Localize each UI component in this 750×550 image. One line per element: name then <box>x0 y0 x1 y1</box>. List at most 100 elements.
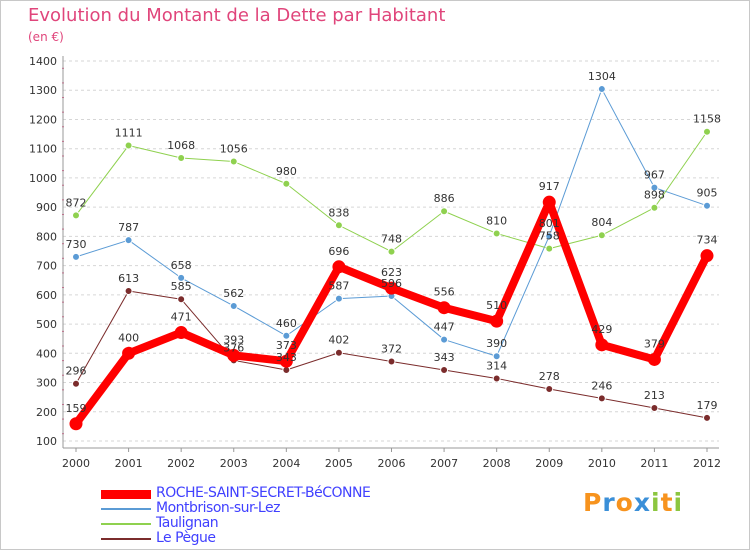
data-label: 585 <box>171 280 192 293</box>
data-point <box>122 346 136 360</box>
data-point <box>440 365 449 374</box>
y-tick-label: 1000 <box>29 172 57 185</box>
data-point <box>650 203 659 212</box>
chart-title: Evolution du Montant de la Dette par Hab… <box>28 5 446 26</box>
x-tick-label: 2002 <box>167 457 195 470</box>
x-tick-label: 2012 <box>693 457 721 470</box>
data-point <box>177 295 186 304</box>
data-point <box>124 287 133 296</box>
y-tick-label: 700 <box>36 260 57 273</box>
data-label: 730 <box>66 238 87 251</box>
x-tick-label: 2006 <box>378 457 406 470</box>
data-label: 758 <box>539 230 560 243</box>
data-label: 838 <box>328 206 349 219</box>
proxiti-logo: Proxiti <box>583 488 683 517</box>
data-point <box>492 374 501 383</box>
data-point <box>174 326 188 340</box>
legend-label: ROCHE-SAINT-SECRET-BéCONNE <box>156 485 371 501</box>
y-tick-label: 1200 <box>29 113 57 126</box>
data-point <box>545 384 554 393</box>
data-point <box>542 195 556 209</box>
data-label: 810 <box>486 214 507 227</box>
x-tick-label: 2001 <box>115 457 143 470</box>
data-point <box>597 394 606 403</box>
data-point <box>492 352 501 361</box>
y-tick-label: 900 <box>36 201 57 214</box>
data-label: 787 <box>118 221 139 234</box>
data-point <box>650 403 659 412</box>
data-point <box>647 352 661 366</box>
data-label: 1068 <box>167 139 195 152</box>
y-tick-label: 1300 <box>29 84 57 97</box>
data-point <box>703 413 711 422</box>
data-point <box>650 183 659 192</box>
legend-label: Montbrison-sur-Lez <box>156 500 280 516</box>
data-point <box>334 348 343 357</box>
data-label: 179 <box>697 399 718 412</box>
logo-letter: i <box>651 488 661 517</box>
data-label: 510 <box>486 299 507 312</box>
y-tick-label: 1400 <box>29 55 57 68</box>
data-label: 556 <box>434 286 455 299</box>
data-point <box>282 331 291 340</box>
data-label: 314 <box>486 359 507 372</box>
legend-swatch <box>101 489 151 499</box>
data-point <box>545 232 554 241</box>
data-point <box>545 244 554 253</box>
data-point <box>490 314 504 328</box>
data-point <box>72 211 80 220</box>
data-point <box>437 301 451 315</box>
data-point <box>282 179 291 188</box>
y-tick-label: 1100 <box>29 143 57 156</box>
data-label: 980 <box>276 165 297 178</box>
data-label: 1056 <box>220 143 248 156</box>
data-label: 1111 <box>115 126 143 139</box>
data-label: 246 <box>591 379 612 392</box>
data-label: 429 <box>591 323 612 336</box>
x-tick-label: 2005 <box>325 457 353 470</box>
x-tick-label: 2004 <box>272 457 300 470</box>
data-point <box>229 301 238 310</box>
data-point <box>703 127 711 136</box>
logo-letter: i <box>673 488 684 517</box>
legend-label: Taulignan <box>156 515 219 531</box>
data-point <box>387 247 396 256</box>
data-point <box>703 201 711 210</box>
x-tick-label: 2003 <box>220 457 248 470</box>
data-point <box>597 231 606 240</box>
data-point <box>177 273 186 282</box>
data-label: 372 <box>381 342 402 355</box>
data-label: 393 <box>223 333 244 346</box>
data-label: 278 <box>539 370 560 383</box>
data-label: 373 <box>276 339 297 352</box>
logo-letter: x <box>633 488 651 517</box>
data-label: 587 <box>328 280 349 293</box>
legend-swatch <box>101 523 151 525</box>
data-label: 917 <box>539 180 560 193</box>
data-point <box>440 335 449 344</box>
data-point <box>72 252 80 261</box>
data-label: 905 <box>697 187 718 200</box>
data-label: 734 <box>697 234 718 247</box>
data-label: 801 <box>539 217 560 230</box>
data-label: 872 <box>66 196 87 209</box>
x-tick-label: 2010 <box>588 457 616 470</box>
y-tick-label: 200 <box>36 406 57 419</box>
data-label: 390 <box>486 337 507 350</box>
legend-swatch <box>101 538 151 540</box>
x-tick-label: 2000 <box>62 457 90 470</box>
data-label: 886 <box>434 192 455 205</box>
data-label: 596 <box>381 277 402 290</box>
data-label: 658 <box>171 259 192 272</box>
data-point <box>69 417 83 431</box>
data-label: 748 <box>381 233 402 246</box>
data-point <box>332 260 346 274</box>
logo-letter: t <box>660 488 674 517</box>
data-label: 400 <box>118 331 139 344</box>
data-point <box>492 229 501 238</box>
data-point <box>387 357 396 366</box>
y-tick-label: 400 <box>36 347 57 360</box>
data-label: 623 <box>381 266 402 279</box>
